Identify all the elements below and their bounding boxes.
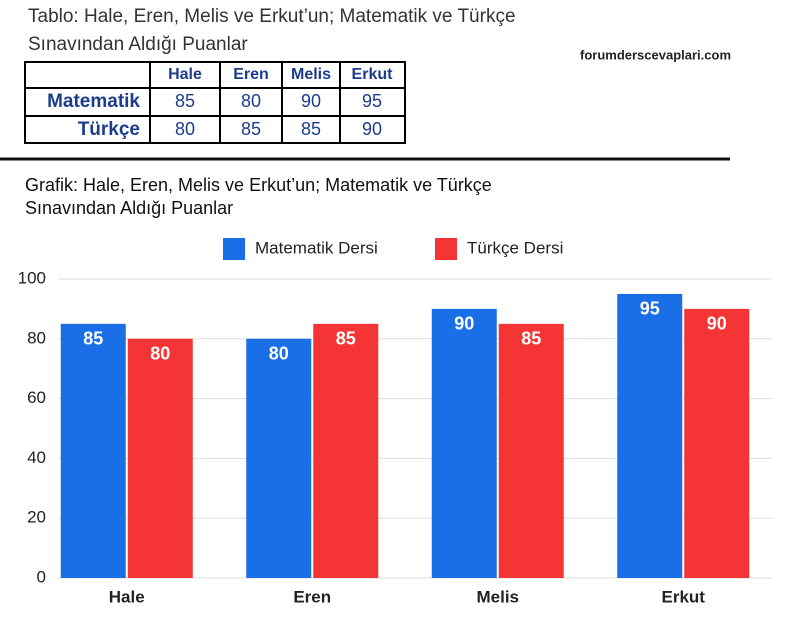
y-tick-label: 20: [27, 508, 46, 527]
bar: [60, 323, 126, 578]
x-tick-label: Melis: [476, 587, 519, 606]
table-cell: 85: [241, 119, 261, 139]
table: [24, 61, 406, 144]
table-cell: 90: [362, 119, 382, 139]
chart-title: Grafik: Hale, Eren, Melis ve Erkut’un; M…: [25, 175, 492, 195]
row-label: Türkçe: [78, 119, 140, 140]
data-label: 90: [707, 314, 727, 334]
legend-swatch: [223, 238, 245, 260]
table-cell: 80: [241, 91, 261, 111]
chart-title: Sınavından Aldığı Puanlar: [25, 198, 233, 218]
legend-swatch: [435, 238, 457, 260]
data-label: 85: [83, 329, 103, 349]
table-cell: 80: [175, 119, 195, 139]
y-tick-label: 0: [37, 567, 46, 586]
x-tick-label: Hale: [109, 587, 145, 606]
table-title: Tablo: Hale, Eren, Melis ve Erkut’un; Ma…: [28, 6, 516, 27]
bar: [617, 293, 683, 578]
table-cell: 90: [301, 91, 321, 111]
y-tick-label: 100: [18, 268, 46, 287]
table-cell: 95: [362, 91, 382, 111]
bar: [684, 308, 750, 578]
table-cell: 85: [301, 119, 321, 139]
bar: [246, 338, 312, 578]
data-label: 85: [336, 329, 356, 349]
legend-label: Türkçe Dersi: [467, 238, 563, 257]
table-header: Erkut: [352, 66, 394, 83]
y-tick-label: 60: [27, 388, 46, 407]
legend-label: Matematik Dersi: [255, 238, 378, 257]
x-tick-label: Eren: [293, 587, 331, 606]
y-tick-label: 40: [27, 448, 46, 467]
table-header: Eren: [233, 66, 269, 83]
data-label: 85: [521, 329, 541, 349]
y-tick-label: 80: [27, 328, 46, 347]
bar: [127, 338, 193, 578]
x-tick-label: Erkut: [662, 587, 706, 606]
bar: [313, 323, 379, 578]
watermark: forumderscevaplari.com: [580, 47, 731, 62]
table-border: [24, 61, 406, 144]
table-title: Sınavından Aldığı Puanlar: [28, 34, 248, 55]
data-label: 80: [269, 344, 289, 364]
data-label: 95: [640, 299, 660, 319]
data-label: 80: [150, 344, 170, 364]
bar: [498, 323, 564, 578]
data-label: 90: [454, 314, 474, 334]
table-header: Hale: [168, 66, 202, 83]
bar: [431, 308, 497, 578]
table-header: Melis: [291, 66, 331, 83]
table-cell: 85: [175, 91, 195, 111]
row-label: Matematik: [47, 91, 140, 112]
